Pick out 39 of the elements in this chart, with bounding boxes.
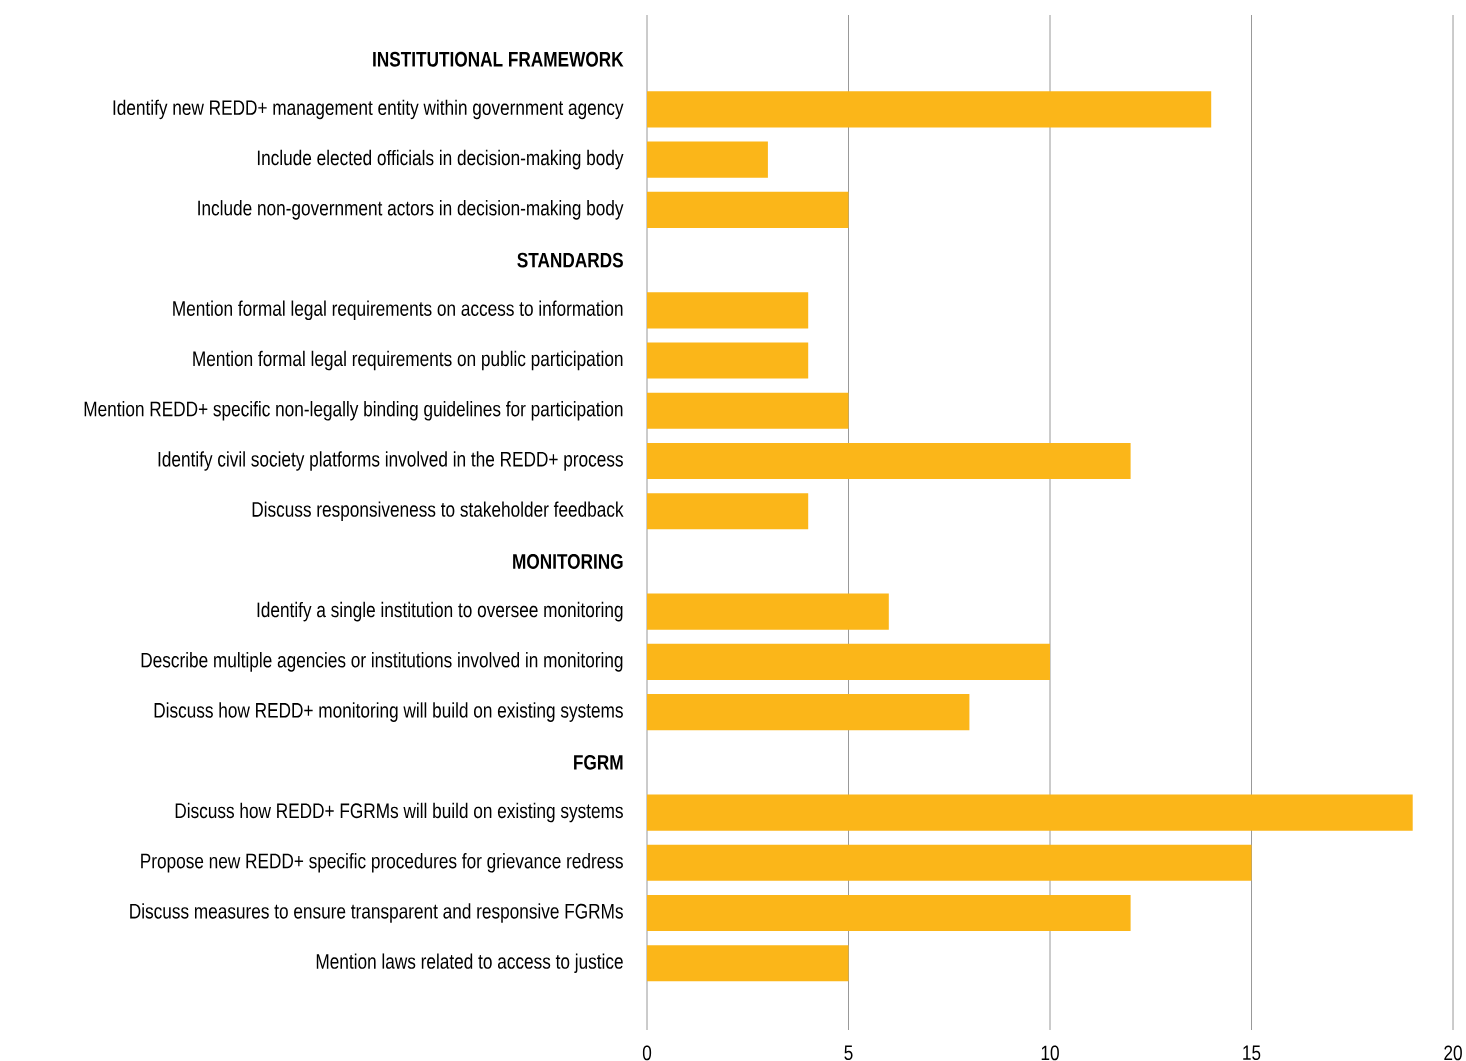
y-tick-label: Identify civil society platforms involved in the REDD+ process — [158, 451, 623, 471]
bar — [647, 493, 809, 530]
bar — [647, 694, 970, 731]
bar — [647, 593, 889, 630]
y-tick-label: Include non-government actors in decision-making body — [198, 200, 624, 220]
x-tick-label: 5 — [844, 1045, 853, 1061]
bar — [647, 141, 768, 178]
y-tick-label: Mention laws related to access to justice — [316, 953, 623, 974]
y-tick-label: Discuss how REDD+ FGRMs will build on existing systems — [175, 802, 623, 823]
y-tick-label: Propose new REDD+ specific procedures for grievance redress — [141, 852, 623, 873]
bar — [647, 794, 1413, 831]
y-tick-label: Include elected officials in decision-making body — [257, 149, 624, 170]
y-tick-label: Mention REDD+ specific non-legally binding guidelines for participation — [84, 400, 623, 421]
y-tick-label: Discuss how REDD+ monitoring will build on existing systems — [154, 702, 623, 722]
x-tick-label: 20 — [1444, 1045, 1462, 1061]
bar — [647, 945, 849, 982]
bar — [647, 342, 809, 379]
bar — [647, 894, 1131, 932]
x-tick-label: 0 — [642, 1045, 652, 1061]
y-tick-label: Discuss measures to ensure transparent and responsive FGRMs — [130, 903, 623, 923]
y-tick-label: Identify a single institution to oversee monitoring — [257, 601, 623, 622]
y-tick-label: Describe multiple agencies or institutions involved in monitoring — [141, 652, 623, 672]
y-tick-label: INSTITUTIONAL FRAMEWORK — [373, 51, 624, 67]
y-tick-label: Mention formal legal requirements on public participation — [193, 350, 623, 371]
bar — [647, 844, 1252, 881]
bar — [647, 292, 809, 329]
y-tick-label: Mention formal legal requirements on access to information — [173, 300, 623, 321]
y-tick-label: FGRM — [574, 754, 623, 770]
y-tick-label: MONITORING — [513, 554, 623, 569]
x-tick-label: 15 — [1243, 1045, 1261, 1061]
bar — [647, 442, 1131, 480]
y-tick-label: Discuss responsiveness to stakeholder feedback — [252, 501, 624, 521]
x-tick-label: 10 — [1041, 1045, 1059, 1061]
bar — [647, 191, 849, 228]
y-tick-label: STANDARDS — [517, 252, 623, 268]
bar — [647, 392, 849, 429]
y-tick-label: Identify new REDD+ management entity within government agency — [113, 99, 624, 120]
bar — [647, 643, 1051, 680]
bar — [647, 91, 1212, 128]
